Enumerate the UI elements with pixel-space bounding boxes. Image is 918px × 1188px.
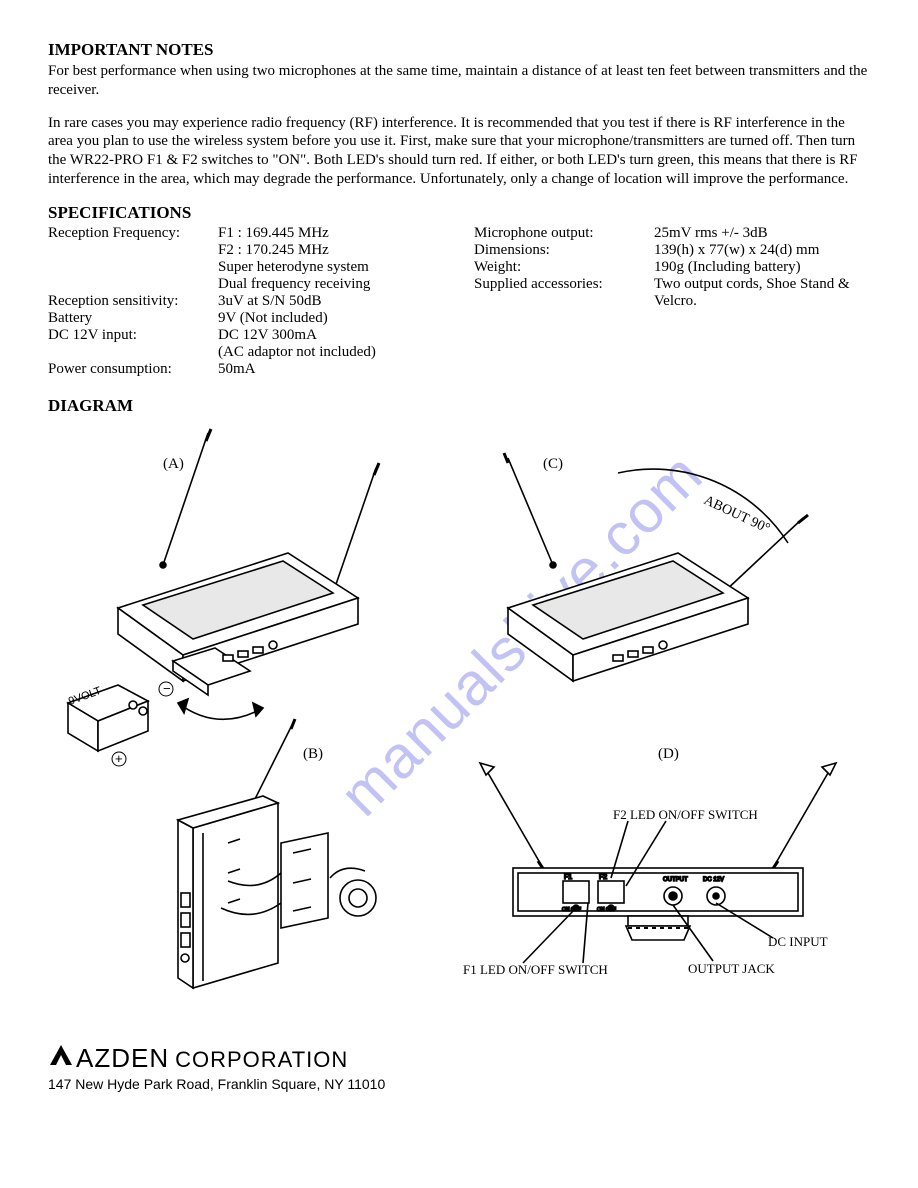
logo-icon [48,1043,76,1067]
plus-label: + [115,751,123,766]
spec-label: Dimensions: [474,242,654,259]
spec-value: (AC adaptor not included) [218,344,444,361]
device-a [68,429,379,751]
diagram-heading: DIAGRAM [48,396,870,416]
svg-text:DC 12V: DC 12V [703,877,724,883]
f1-led-label: F1 LED ON/OFF SWITCH [463,962,608,977]
spec-label: Power consumption: [48,361,218,378]
diagram-label-d: (D) [658,746,679,762]
important-notes-para1: For best performance when using two micr… [48,62,870,100]
spec-label: Supplied accessories: [474,276,654,310]
svg-text:ON OFF: ON OFF [597,907,616,913]
spec-value: 50mA [218,361,444,378]
spec-label [48,344,218,361]
spec-label: Reception sensitivity: [48,293,218,310]
diagram-label-a: (A) [163,456,184,472]
spec-value: Two output cords, Shoe Stand & Velcro. [654,276,870,310]
diagram-label-b: (B) [303,746,323,762]
spec-label [48,276,218,293]
device-d: F1 F2 ON OFF ON OFF OUTPUT DC 12V [480,763,836,963]
spec-label [48,242,218,259]
footer-address: 147 New Hyde Park Road, Franklin Square,… [48,1076,870,1092]
spec-label: Battery [48,310,218,327]
spec-value: Super heterodyne system [218,259,444,276]
spec-value: F2 : 170.245 MHz [218,242,444,259]
specs-right-column: Microphone output:25mV rms +/- 3dB Dimen… [474,225,870,378]
spec-label: Microphone output: [474,225,654,242]
specifications-section: SPECIFICATIONS Reception Frequency:F1 : … [48,203,870,378]
spec-value: 9V (Not included) [218,310,444,327]
specs-left-column: Reception Frequency:F1 : 169.445 MHz F2 … [48,225,444,378]
spec-label: Reception Frequency: [48,225,218,242]
spec-value: F1 : 169.445 MHz [218,225,444,242]
dc-input-label: DC INPUT [768,934,828,949]
spec-value: 25mV rms +/- 3dB [654,225,870,242]
brand-name: AZDEN [76,1043,169,1074]
about90-label: ABOUT 90° [701,493,772,537]
spec-label [48,259,218,276]
spec-value: Dual frequency receiving [218,276,444,293]
spec-value: 190g (Including battery) [654,259,870,276]
spec-value: DC 12V 300mA [218,327,444,344]
output-jack-label: OUTPUT JACK [688,961,775,976]
spec-label: Weight: [474,259,654,276]
spec-value: 139(h) x 77(w) x 24(d) mm [654,242,870,259]
important-notes-para2: In rare cases you may experience radio f… [48,114,870,189]
spec-label: DC 12V input: [48,327,218,344]
device-c [504,453,808,681]
specifications-heading: SPECIFICATIONS [48,203,870,223]
svg-text:OUTPUT: OUTPUT [663,877,688,883]
corp-text: CORPORATION [175,1047,348,1073]
spec-value: 3uV at S/N 50dB [218,293,444,310]
diagram-label-c: (C) [543,456,563,472]
svg-text:F2: F2 [599,874,607,881]
diagram-svg: (A) [48,423,868,1003]
footer-logo: AZDEN CORPORATION [48,1043,870,1074]
important-notes-section: IMPORTANT NOTES For best performance whe… [48,40,870,189]
footer: AZDEN CORPORATION 147 New Hyde Park Road… [48,1043,870,1092]
svg-text:F1: F1 [564,874,572,881]
diagram-area: (A) [48,423,868,1003]
f2-led-label: F2 LED ON/OFF SWITCH [613,807,758,822]
device-b [178,719,376,988]
important-notes-heading: IMPORTANT NOTES [48,40,870,60]
